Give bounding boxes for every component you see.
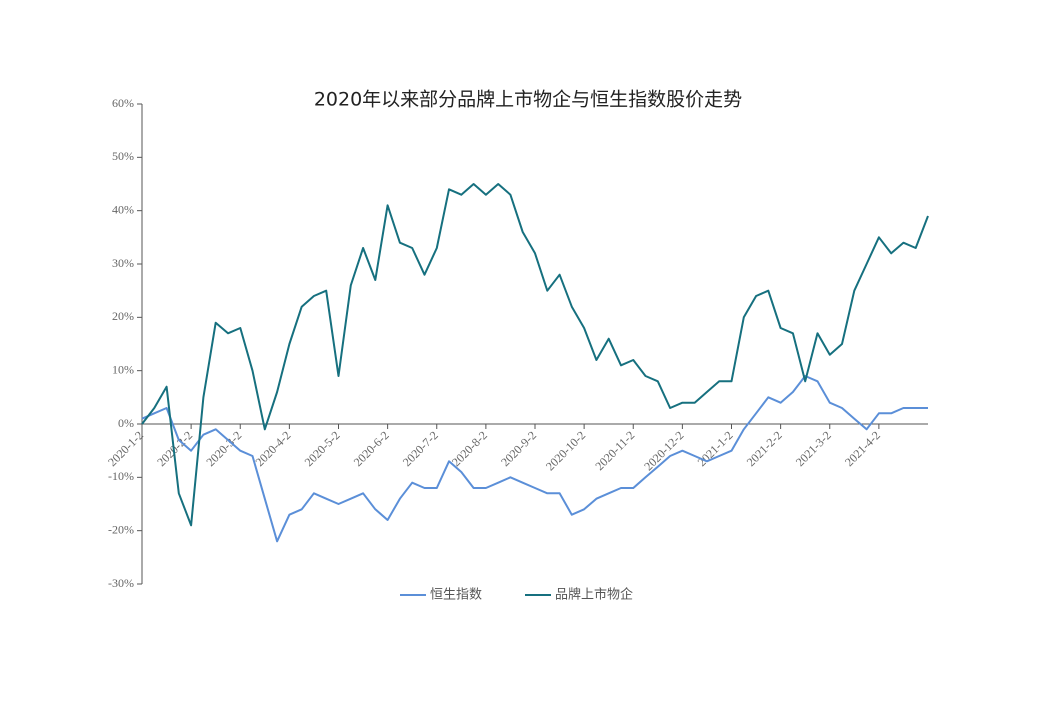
y-tick-label: 40% bbox=[112, 202, 134, 216]
y-tick-label: 10% bbox=[112, 362, 134, 376]
series-line bbox=[141, 375, 928, 543]
y-tick-label: -10% bbox=[108, 469, 134, 483]
y-tick-label: 30% bbox=[112, 256, 134, 270]
y-tick-label: -20% bbox=[108, 522, 134, 536]
legend-label: 恒生指数 bbox=[430, 588, 482, 603]
chart-title: 2020年以来部分品牌上市物企与恒生指数股价走势 bbox=[314, 89, 742, 111]
legend-label: 品牌上市物企 bbox=[555, 587, 633, 603]
y-tick-label: 60% bbox=[112, 96, 134, 110]
y-tick-label: 50% bbox=[112, 149, 134, 163]
y-tick-label: 0% bbox=[118, 416, 134, 430]
y-tick-label: 20% bbox=[112, 309, 134, 323]
series-line bbox=[141, 183, 929, 527]
y-tick-label: -30% bbox=[108, 576, 134, 590]
